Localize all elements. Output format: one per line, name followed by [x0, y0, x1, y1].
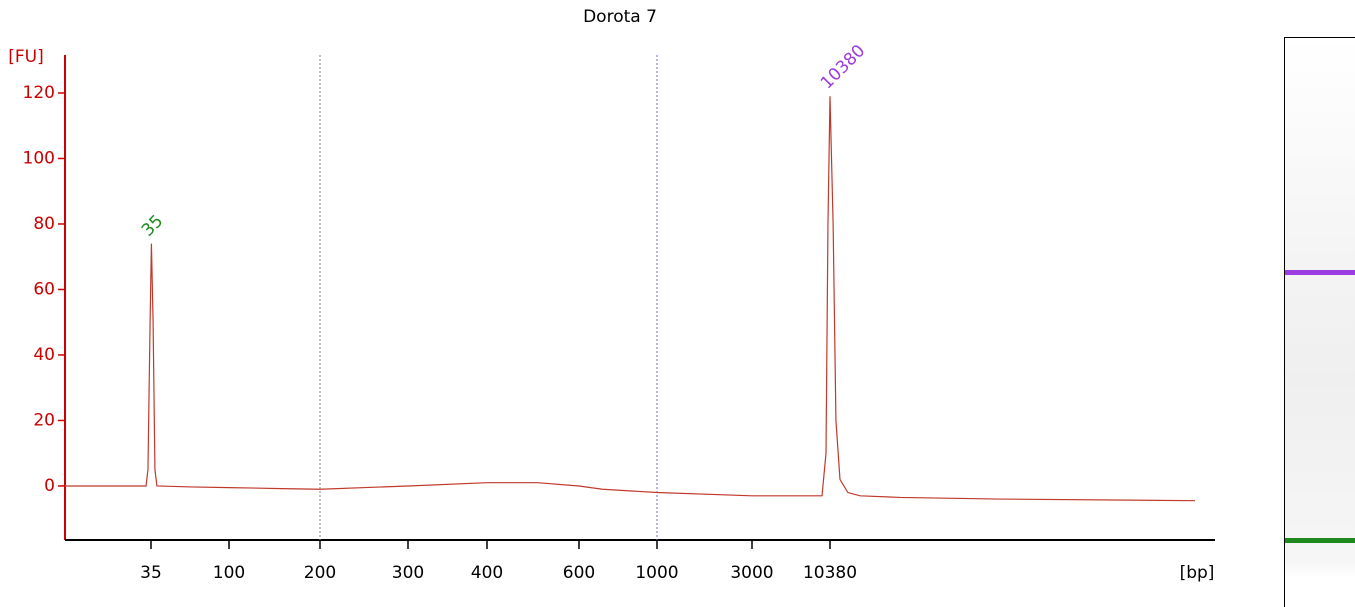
- y-tick-label: 20: [33, 410, 55, 430]
- x-tick-label: 1000: [635, 563, 678, 583]
- peak-label: 35: [138, 211, 167, 240]
- x-axis-label: [bp]: [1180, 563, 1215, 583]
- x-tick-label: 400: [471, 563, 503, 583]
- gel-band: [1285, 270, 1355, 275]
- y-tick-label: 0: [44, 476, 55, 496]
- x-tick-label: 3000: [730, 563, 773, 583]
- x-tick-label: 10380: [803, 563, 857, 583]
- x-tick-label: 600: [563, 563, 595, 583]
- y-tick-label: 120: [23, 83, 55, 103]
- peak-label: 10380: [817, 41, 869, 93]
- y-tick-label: 60: [33, 279, 55, 299]
- y-axis-label: [FU]: [8, 47, 44, 67]
- chart: Dorota 7 [FU] [bp] 0 20 40 60 80 100 120 35 100 2…: [8, 7, 1215, 583]
- y-tick-label: 40: [33, 345, 55, 365]
- x-tick-label: 200: [304, 563, 336, 583]
- gel-band: [1285, 538, 1355, 543]
- x-tick-label: 300: [392, 563, 424, 583]
- x-tick-label: 100: [213, 563, 245, 583]
- trace: [65, 96, 1196, 502]
- y-tick-label: 100: [23, 148, 55, 168]
- y-tick-label: 80: [33, 214, 55, 234]
- chart-title: Dorota 7: [583, 7, 657, 27]
- gel-lane: [1284, 37, 1355, 607]
- x-tick-label: 35: [140, 563, 162, 583]
